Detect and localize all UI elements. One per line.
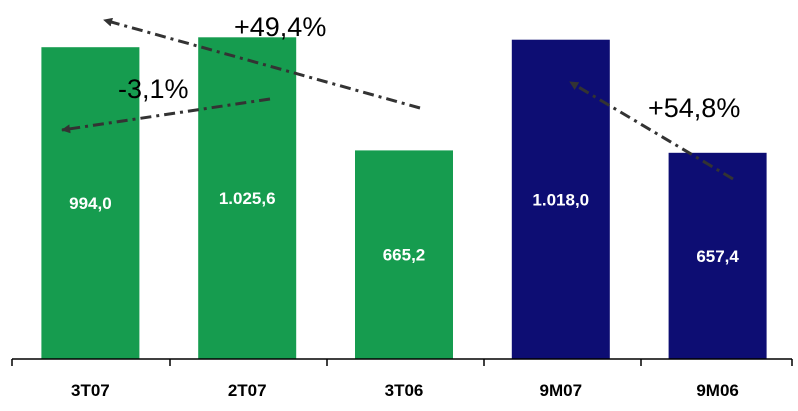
x-tick-label-9m07: 9M07 — [540, 381, 583, 400]
bar-2t07 — [198, 37, 297, 360]
change-arrow-9m07-vs-9m06 — [569, 80, 734, 181]
x-tick-label-2t07: 2T07 — [228, 381, 267, 400]
bar-3t07 — [41, 47, 140, 359]
bar-value-label-9m07: 1.018,0 — [532, 190, 589, 209]
bar-value-label-9m06: 657,4 — [696, 247, 739, 266]
bar-value-label-2t07: 1.025,6 — [219, 189, 276, 208]
x-tick-label-9m06: 9M06 — [696, 381, 739, 400]
change-label-9m07-vs-9m06: +54,8% — [648, 93, 740, 123]
change-arrow-3t07-vs-3t06 — [103, 17, 421, 110]
change-label-3t07-vs-2t07: -3,1% — [118, 74, 189, 104]
x-tick-label-3t06: 3T06 — [385, 381, 424, 400]
bar-9m06 — [668, 152, 767, 359]
bar-value-label-3t07: 994,0 — [69, 194, 112, 213]
change-arrow-3t07-vs-2t07 — [61, 97, 271, 134]
bar-3t06 — [355, 150, 453, 359]
bar-9m07 — [511, 39, 610, 359]
x-tick-label-3t07: 3T07 — [71, 381, 110, 400]
change-label-3t07-vs-3t06: +49,4% — [234, 12, 326, 42]
bar-value-label-3t06: 665,2 — [383, 246, 426, 265]
